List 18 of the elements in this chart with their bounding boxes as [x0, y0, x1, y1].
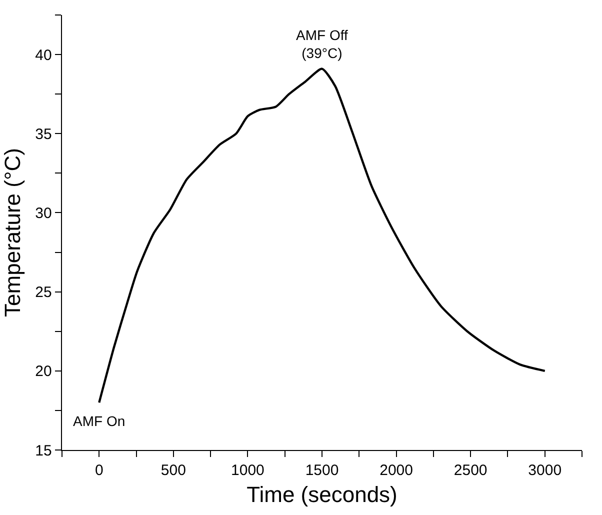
- y-tick-label: 40: [35, 46, 52, 64]
- y-tick-label: 25: [35, 284, 52, 302]
- y-axis-title: Temperature (°C): [0, 148, 25, 317]
- annotation: AMF Off (39°C): [296, 27, 348, 62]
- x-axis-title: Time (seconds): [246, 482, 398, 508]
- y-tick-label: 15: [35, 442, 52, 460]
- x-tick-label: 3000: [528, 462, 562, 480]
- x-tick-label: 1000: [231, 462, 264, 480]
- x-tick-label: 0: [94, 462, 104, 480]
- x-tick-label: 1500: [305, 462, 339, 480]
- y-tick-label: 20: [35, 363, 52, 380]
- x-tick-label: 2500: [454, 462, 488, 480]
- x-tick-label: 500: [160, 462, 186, 480]
- y-tick-label: 30: [35, 204, 52, 222]
- annotation: AMF On: [73, 413, 126, 429]
- x-tick-label: 2000: [380, 462, 413, 480]
- line-series: [98, 68, 546, 404]
- y-tick-label: 35: [35, 126, 52, 143]
